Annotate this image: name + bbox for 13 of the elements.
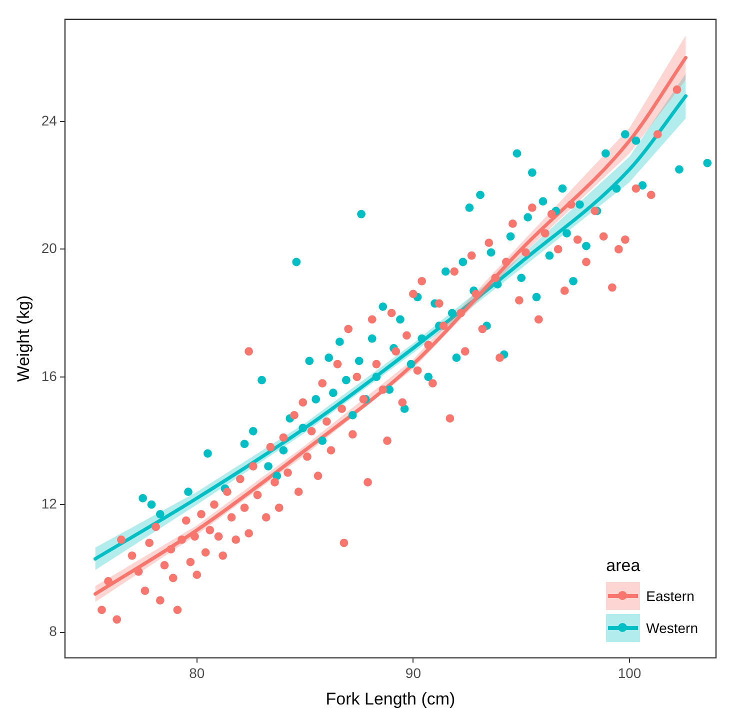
x-axis-title: Fork Length (cm) — [326, 689, 456, 708]
y-tick-label: 16 — [41, 368, 58, 384]
y-tick-label: 8 — [49, 623, 58, 640]
x-tick-label: 100 — [618, 665, 642, 682]
y-tick-label: 12 — [41, 495, 58, 512]
legend-label: Eastern — [646, 588, 694, 604]
x-tick-label: 80 — [189, 665, 205, 682]
x-tick-label: 90 — [405, 665, 422, 682]
y-tick-label: 24 — [41, 112, 58, 128]
legend-label: Western — [646, 620, 698, 636]
legend-title: area — [606, 556, 642, 576]
y-axis-title: Weight (kg) — [14, 295, 33, 382]
y-tick-label: 20 — [41, 240, 58, 256]
